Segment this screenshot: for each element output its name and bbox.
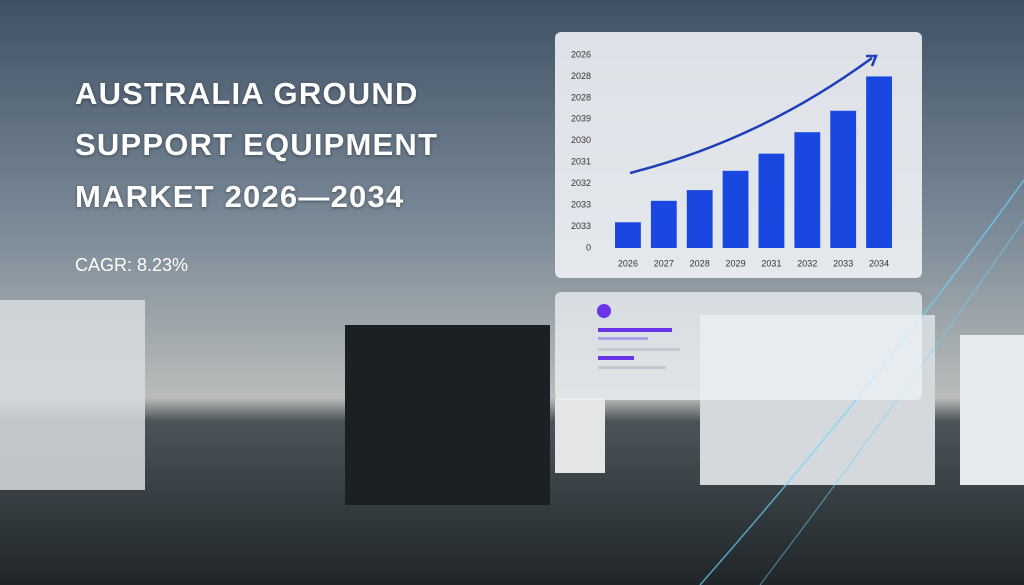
y-tick-label: 2033 <box>571 199 591 209</box>
y-tick-label: 2028 <box>571 92 591 102</box>
y-tick-label: 0 <box>586 242 591 252</box>
chart-card <box>555 32 922 278</box>
icon <box>597 304 611 318</box>
placeholder <box>598 328 672 332</box>
x-tick-label: 2027 <box>654 258 674 268</box>
y-tick-label: 2030 <box>571 135 591 145</box>
title-line: MARKET 2026—2034 <box>75 179 405 214</box>
y-tick-label: 2031 <box>571 157 591 167</box>
trend-arrow <box>629 56 873 175</box>
x-tick-label: 2028 <box>690 258 710 268</box>
bar <box>615 222 641 248</box>
cagr: CAGR: 8.23% <box>75 255 189 275</box>
placeholder <box>598 366 666 369</box>
placeholder <box>598 337 648 340</box>
bar <box>866 76 892 248</box>
placeholder <box>598 348 680 351</box>
bar <box>830 110 857 248</box>
bar <box>794 132 821 248</box>
x-tick-label: 2034 <box>869 258 889 268</box>
y-tick-label: 2028 <box>571 71 591 81</box>
x-tick-label: 2029 <box>726 258 746 268</box>
y-tick-label: 2032 <box>571 178 591 188</box>
x-tick-label: 2032 <box>797 258 817 268</box>
bar <box>650 200 677 248</box>
y-tick-label: 2033 <box>571 221 591 231</box>
x-tick-label: 2026 <box>618 258 638 268</box>
bar <box>686 190 713 248</box>
x-tick-label: 2033 <box>833 258 853 268</box>
bar <box>722 170 749 248</box>
arrow-head <box>866 54 878 67</box>
title-line: SUPPORT EQUIPMENT <box>75 127 439 162</box>
placeholder <box>598 356 634 360</box>
y-tick-label: 2039 <box>571 114 591 124</box>
bar <box>758 153 785 248</box>
x-tick-label: 2031 <box>761 258 781 268</box>
title-line: AUSTRALIA GROUND <box>75 76 419 111</box>
y-tick-label: 2026 <box>571 49 591 59</box>
info-card <box>555 292 922 400</box>
